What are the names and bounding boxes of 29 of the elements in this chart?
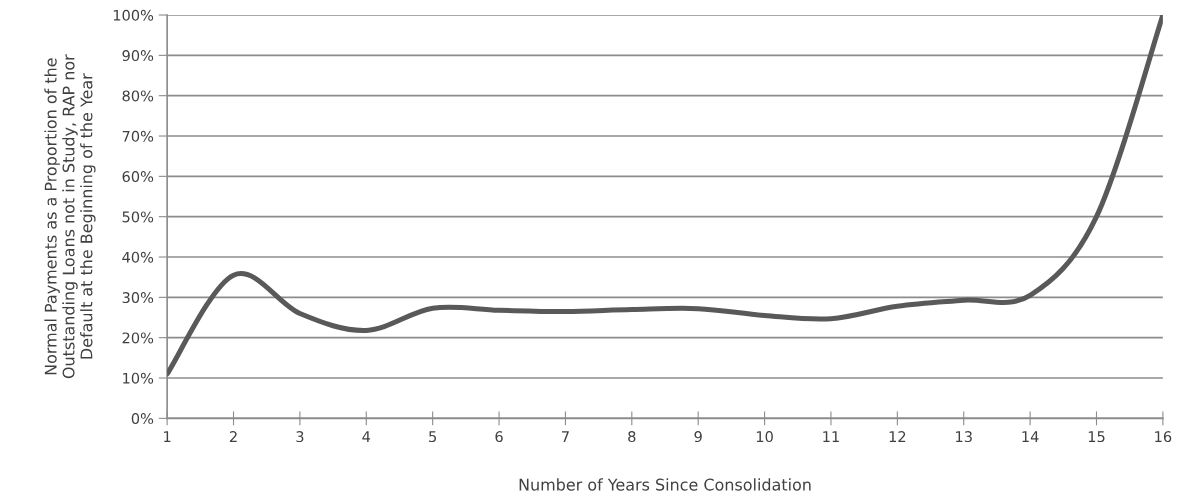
y-tick-label: 100%	[113, 9, 154, 21]
y-tick-label: 0%	[131, 413, 154, 425]
x-tick-label: 2	[229, 431, 237, 442]
y-tick-label: 20%	[122, 332, 154, 344]
y-tick-label: 50%	[122, 211, 154, 223]
y-axis-title: Normal Payments as a Proportion of the Outstanding Loans not in Study, RAP nor Default at the Beginning of the Year	[44, 54, 96, 379]
x-tick-label: 7	[561, 431, 569, 442]
y-tick-label: 30%	[122, 292, 154, 304]
y-tick-label: 70%	[122, 130, 154, 142]
y-tick-label: 10%	[123, 372, 154, 384]
x-tick-label: 16	[1155, 431, 1172, 443]
x-tick-label: 1	[164, 431, 171, 442]
x-axis-title: Number of Years Since Consolidation	[519, 478, 811, 491]
x-tick-label: 6	[495, 431, 503, 443]
x-tick-label: 14	[1022, 431, 1039, 442]
x-tick-label: 11	[823, 431, 839, 442]
y-tick-label: 80%	[122, 90, 154, 102]
x-tick-label: 8	[628, 431, 636, 443]
x-tick-label: 10	[756, 431, 773, 443]
x-tick-label: 5	[429, 431, 437, 443]
x-tick-label: 15	[1088, 431, 1105, 443]
x-tick-label: 3	[296, 431, 304, 443]
x-tick-label: 13	[956, 431, 972, 443]
x-tick-label: 4	[362, 431, 371, 442]
y-tick-label: 40%	[122, 251, 154, 263]
y-tick-label: 60%	[122, 171, 154, 183]
x-tick-label: 12	[889, 431, 906, 442]
y-tick-label: 90%	[122, 50, 154, 62]
x-tick-label: 9	[694, 431, 702, 443]
